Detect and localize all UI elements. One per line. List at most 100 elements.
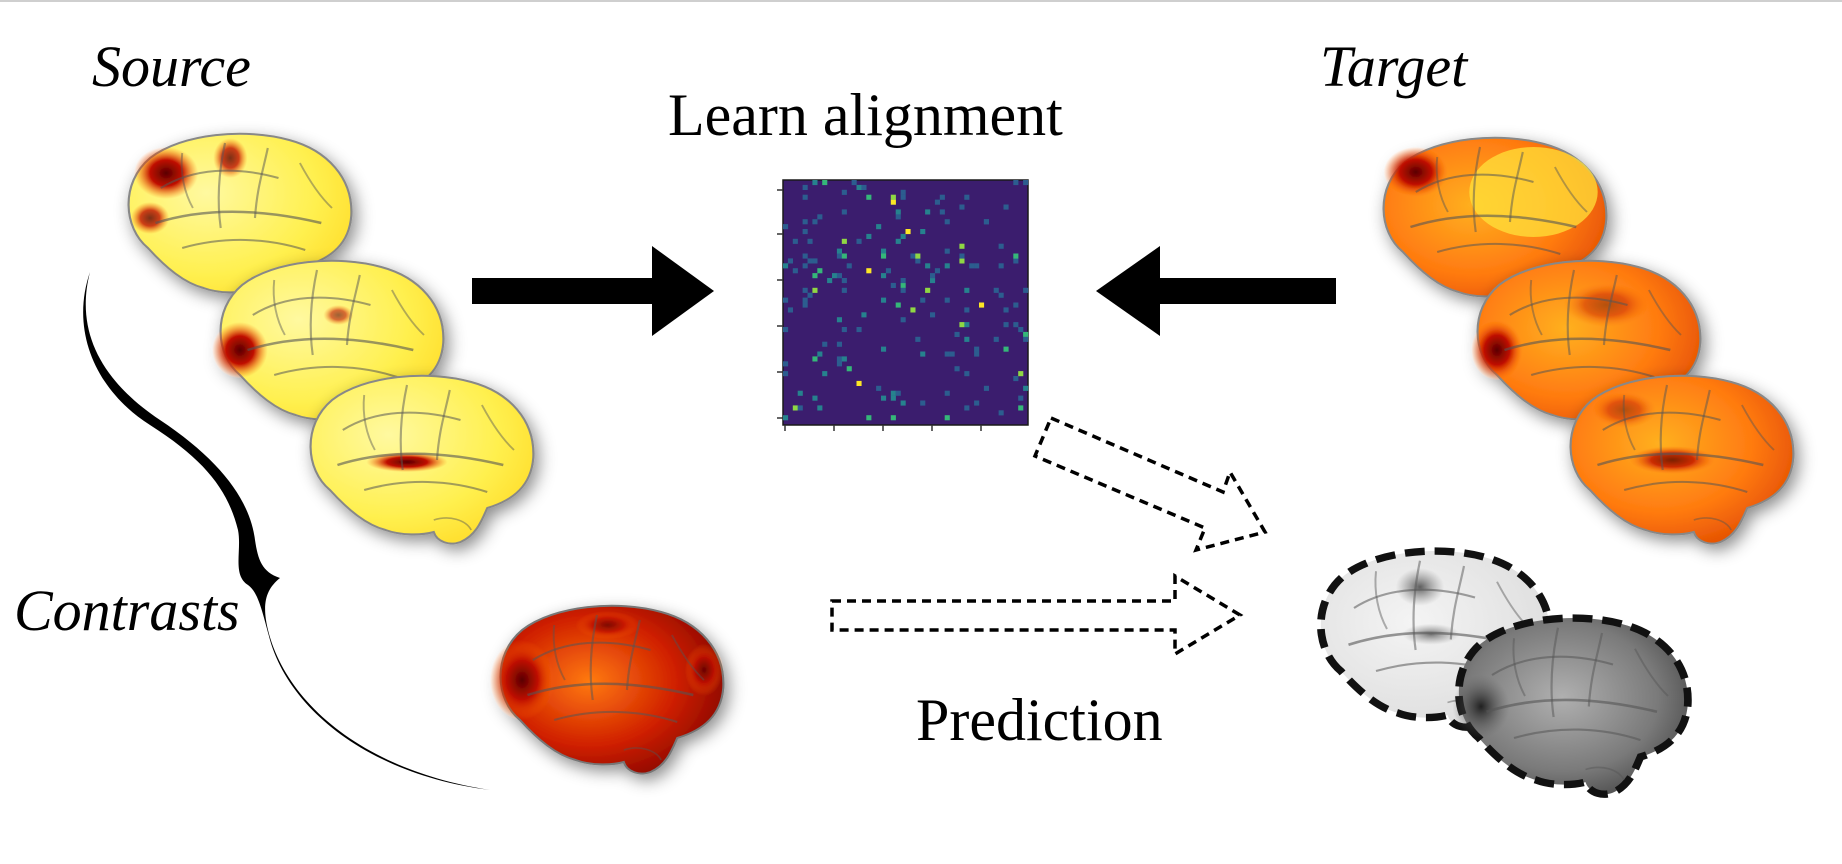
matrix-cell [964,322,970,328]
matrix-cell [1018,405,1024,411]
matrix-cell [802,194,808,200]
matrix-cell [890,199,896,205]
matrix-cell [802,287,808,293]
matrix-cell [807,258,813,264]
matrix-cell-highlight [979,302,985,308]
matrix-cell [925,209,931,215]
matrix-cell [881,253,887,259]
matrix-cell [930,312,936,318]
source-label: Source [92,34,251,99]
matrix-cell [983,385,989,391]
matrix-cell [822,341,828,347]
matrix-cell [1018,395,1024,401]
matrix-cell [783,297,789,303]
matrix-cell [890,282,896,288]
contrast-brain [490,604,725,775]
matrix-cell [974,346,980,352]
matrix-cell [974,351,980,357]
matrix-cell [959,322,965,328]
matrix-cell [841,253,847,259]
matrix-cell [920,400,926,406]
matrix-cell [881,346,887,352]
matrix-cell [959,258,965,264]
matrix-cell [856,238,862,244]
matrix-cell [964,371,970,377]
matrix-cell [1003,204,1009,210]
matrix-cell [841,327,847,333]
matrix-cell [895,302,901,308]
matrix-cell [890,415,896,421]
matrix-cell [881,395,887,401]
matrix-cell [802,253,808,259]
matrix-cell [915,336,921,342]
matrix-cell-highlight [915,253,921,259]
matrix-cell [895,214,901,220]
matrix-cell [866,415,872,421]
matrix-cell [890,390,896,396]
matrix-cell [792,238,798,244]
matrix-cell [812,356,818,362]
matrix-cell [944,297,950,303]
matrix-cell [846,366,852,372]
matrix-cell [949,351,955,357]
target-label: Target [1320,34,1468,99]
matrix-cell [817,351,823,357]
matrix-cell [959,204,965,210]
matrix-cell [841,287,847,293]
matrix-cell [1023,331,1029,337]
matrix-cell [983,219,989,225]
matrix-cell [797,405,803,411]
source-brain-1 [127,132,353,303]
matrix-cell [836,361,842,367]
matrix-ticks [777,189,982,431]
target-brain-1 [1382,136,1608,307]
matrix-cell [964,336,970,342]
matrix-cell [1023,385,1029,391]
matrix-cell [964,405,970,411]
matrix-cell [807,292,813,298]
matrix-cell [783,415,789,421]
matrix-cell [964,307,970,313]
matrix-cell [792,268,798,274]
matrix-cell [895,209,901,215]
matrix-cell [944,390,950,396]
matrix-cell [822,180,828,186]
matrix-cell [802,229,808,235]
matrix-cell [841,278,847,284]
matrix-cell [827,278,833,284]
matrix-cell [783,361,789,367]
matrix-cell [998,243,1004,249]
matrix-cell [1023,336,1029,342]
matrix-cells [783,180,1029,421]
matrix-cell [812,273,818,279]
matrix-cell [802,219,808,225]
matrix-cell [846,263,852,269]
matrix-cell [807,238,813,244]
matrix-cell [890,194,896,200]
matrix-cell-highlight [925,287,931,293]
matrix-cell [930,278,936,284]
matrix-cell [920,297,926,303]
matrix-cell [900,278,906,284]
matrix-cell [1013,258,1019,264]
matrix-cell [812,180,818,186]
matrix-cell [783,263,789,269]
matrix-cell [812,395,818,401]
matrix-cell [998,263,1004,269]
target-brain-2 [1471,259,1702,430]
alignment-matrix [777,179,1029,431]
matrix-cell [954,331,960,337]
matrix-cell [836,273,842,279]
matrix-cell [836,248,842,254]
matrix-cell [1013,302,1019,308]
matrix-cell [944,351,950,357]
matrix-cell [861,312,867,318]
predicted-brain-2 [1452,618,1688,794]
matrix-cell [974,263,980,269]
matrix-cell [802,302,808,308]
matrix-cell [959,253,965,259]
matrix-cell [944,415,950,421]
dashed-arrow-icon [1032,415,1268,553]
matrix-cell-highlight [905,229,911,235]
